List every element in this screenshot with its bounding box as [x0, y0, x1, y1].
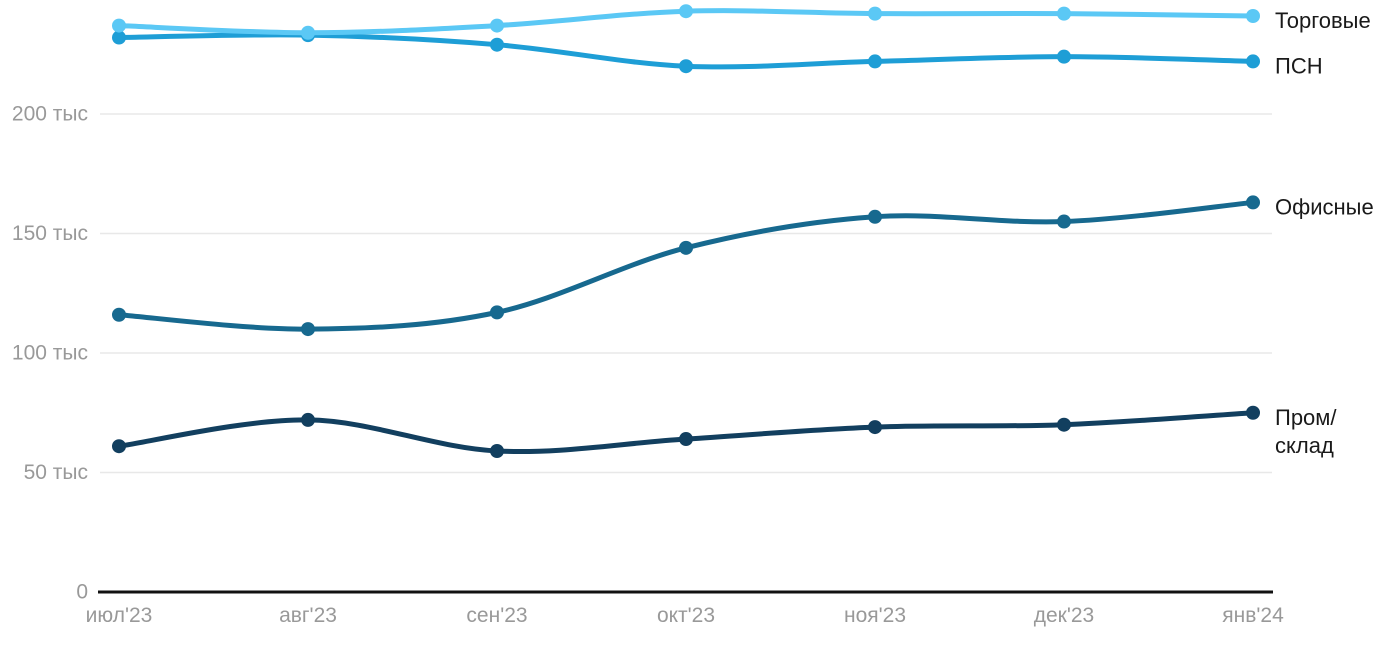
x-tick-label-1: авг'23: [279, 604, 337, 627]
y-tick-label-100: 100 тыс: [12, 342, 88, 365]
series-point-torgovye-3: [679, 4, 693, 19]
x-tick-label-3: окт'23: [657, 604, 715, 627]
series-point-ofisnye-2: [490, 305, 504, 320]
x-tick-label-5: дек'23: [1034, 604, 1095, 627]
series-point-torgovye-0: [112, 18, 126, 33]
x-tick-label-4: ноя'23: [844, 604, 906, 627]
series-point-prom-sklad-0: [112, 439, 126, 454]
series-point-psn-0: [112, 30, 126, 45]
y-tick-label-150: 150 тыс: [12, 222, 88, 245]
series-point-ofisnye-4: [868, 209, 882, 224]
series-point-psn-2: [490, 37, 504, 52]
series-point-torgovye-5: [1057, 6, 1071, 21]
series-point-psn-6: [1246, 54, 1260, 69]
series-point-prom-sklad-3: [679, 432, 693, 447]
series-point-prom-sklad-2: [490, 443, 504, 458]
legend-label-prom-sklad: Пром/склад: [1275, 404, 1337, 457]
y-tick-label-200: 200 тыс: [12, 103, 88, 126]
series-point-psn-4: [868, 54, 882, 69]
series-point-torgovye-6: [1246, 9, 1260, 24]
y-tick-label-0: 0: [76, 581, 88, 604]
x-tick-label-0: июл'23: [86, 604, 153, 627]
series-point-ofisnye-0: [112, 307, 126, 322]
series-point-ofisnye-3: [679, 240, 693, 255]
x-tick-label-2: сен'23: [466, 604, 527, 627]
series-point-torgovye-1: [301, 25, 315, 40]
series-point-psn-5: [1057, 49, 1071, 64]
series-point-torgovye-4: [868, 6, 882, 21]
legend-label-torgovye: Торговые: [1275, 8, 1371, 33]
series-point-torgovye-2: [490, 18, 504, 33]
series-point-prom-sklad-1: [301, 412, 315, 427]
y-tick-label-50: 50 тыс: [24, 461, 88, 484]
series-point-ofisnye-1: [301, 322, 315, 337]
series-point-ofisnye-5: [1057, 214, 1071, 229]
series-line-ofisnye: [116, 199, 1256, 332]
legend-label-psn: ПСН: [1275, 53, 1323, 78]
legend-label-ofisnye: Офисные: [1275, 194, 1374, 219]
series-point-prom-sklad-6: [1246, 405, 1260, 420]
series-point-prom-sklad-4: [868, 420, 882, 435]
series-point-psn-3: [679, 59, 693, 74]
x-tick-label-6: янв'24: [1222, 604, 1284, 627]
series-point-prom-sklad-5: [1057, 417, 1071, 432]
series-point-ofisnye-6: [1246, 195, 1260, 210]
